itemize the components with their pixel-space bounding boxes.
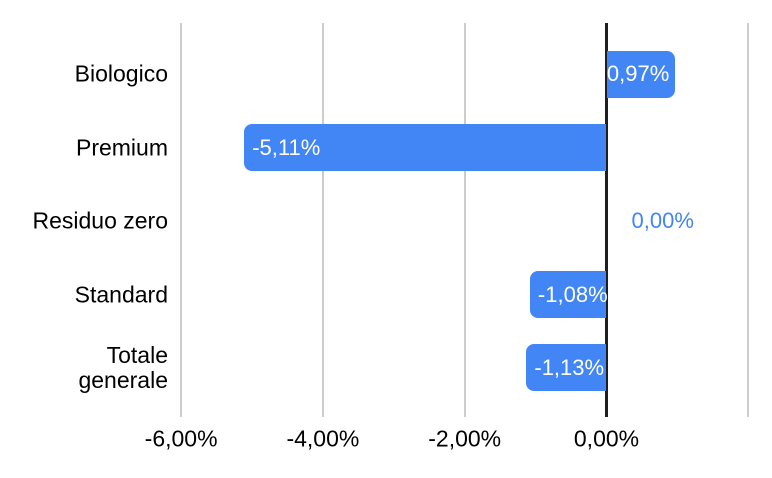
x-axis-tick-label: -4,00% (286, 425, 360, 452)
gridline (747, 23, 750, 417)
gridline (321, 23, 324, 417)
bar-value-label: -5,11% (252, 134, 321, 160)
category-label-totale-generale: Totale generale (78, 341, 168, 393)
category-label-residuo-zero: Residuo zero (32, 207, 168, 234)
x-axis-tick-label: 0,00% (573, 425, 640, 452)
bar-value-label: -1,13% (534, 354, 605, 380)
category-label-biologico: Biologico (74, 60, 168, 87)
bar-value-label: 0,97% (606, 61, 670, 87)
x-axis-tick-label: -2,00% (428, 425, 502, 452)
bar-totale-generale[interactable]: -1,13% (526, 344, 607, 392)
category-label-premium: Premium (75, 134, 168, 161)
bar-biologico[interactable]: 0,97% (606, 50, 676, 98)
bar-standard[interactable]: -1,08% (529, 271, 608, 318)
bar-value-label: -1,08% (537, 281, 608, 307)
bar-premium[interactable]: -5,11% (244, 124, 607, 172)
zero-axis-line (605, 23, 608, 417)
data-label-outside: 0,00% (631, 208, 694, 234)
x-axis-tick-label: -6,00% (144, 425, 218, 452)
category-label-standard: Standard (74, 281, 168, 307)
gridline (180, 23, 183, 417)
gridline (463, 23, 466, 417)
